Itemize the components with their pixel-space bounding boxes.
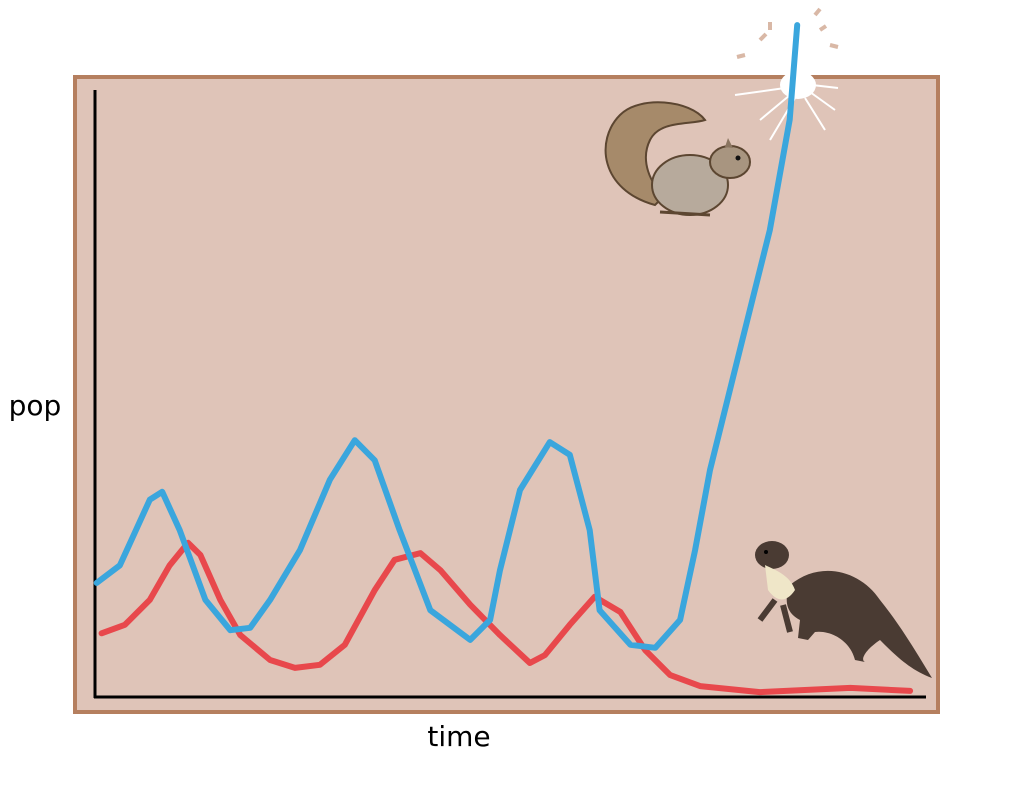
- x-axis-label: time: [427, 720, 490, 753]
- marten-illustration: [755, 541, 932, 678]
- y-axis-label: pop: [9, 389, 62, 422]
- series-line: [98, 539, 914, 696]
- squirrel-illustration: [604, 101, 751, 217]
- series-line: [93, 22, 801, 651]
